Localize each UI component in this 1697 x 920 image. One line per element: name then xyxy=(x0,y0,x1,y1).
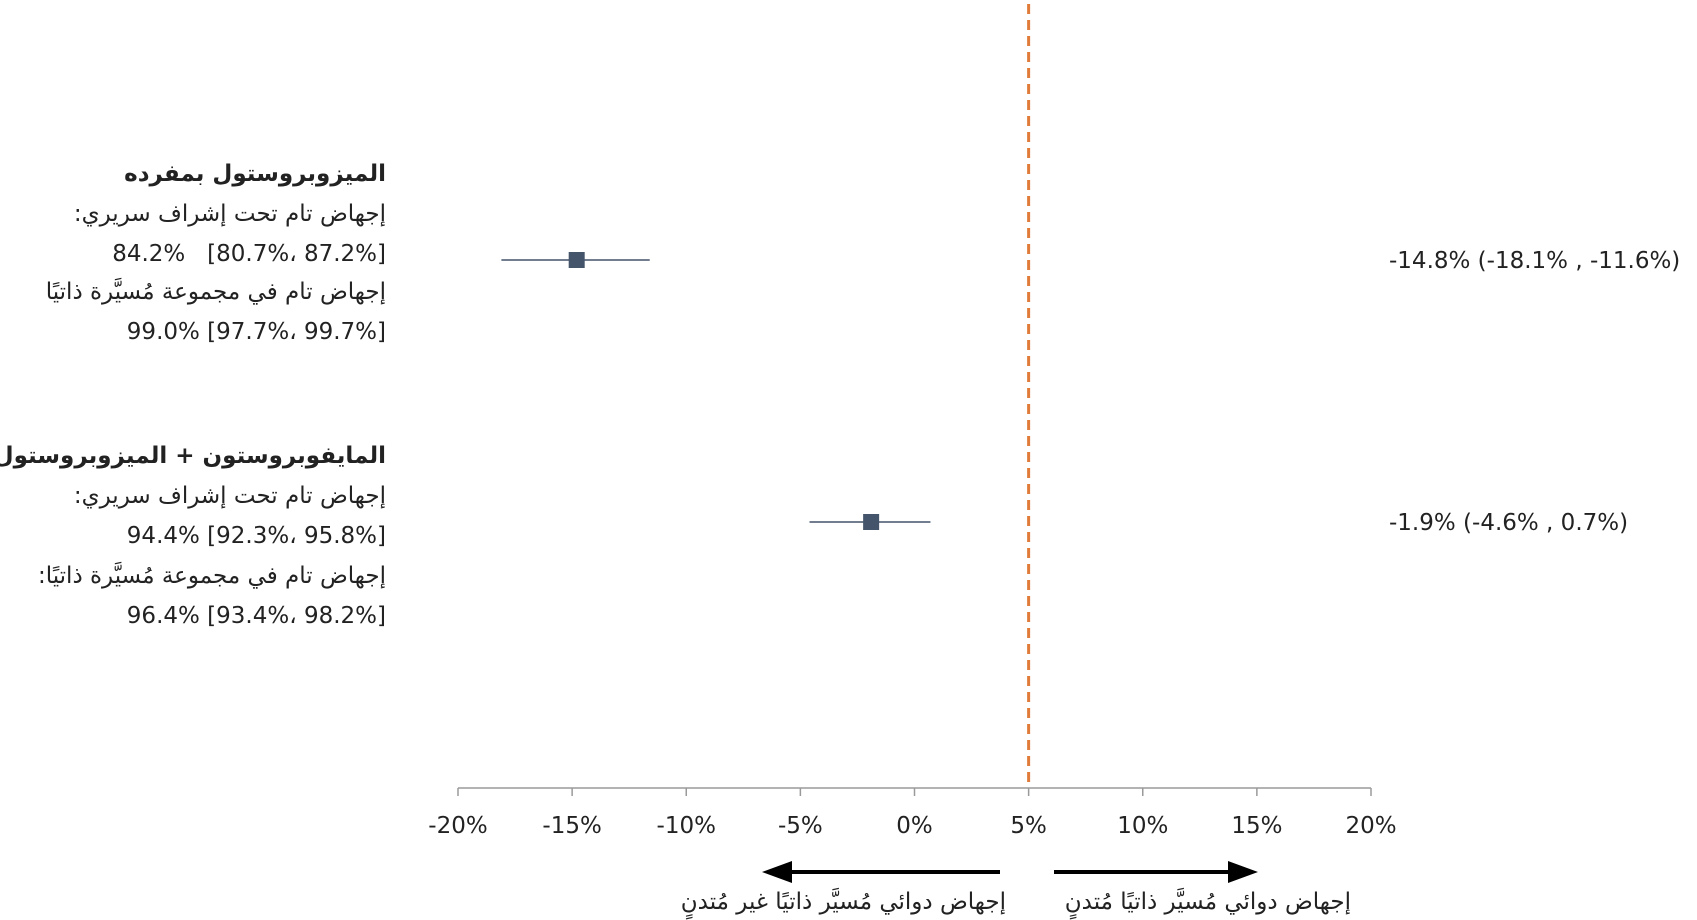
row-2-clinical-value: 94.4% [92.3%، 95.8%] xyxy=(126,523,386,549)
row-1-clinical-label: إجهاض تام تحت إشراف سريري: xyxy=(73,201,386,227)
x-tick-label: -15% xyxy=(542,813,601,839)
row-2-heading: المايفوبروستون + الميزوبروستول xyxy=(0,443,386,469)
x-tick-label: 5% xyxy=(1010,813,1047,839)
row-2-ci-text: -1.9% (-4.6% , 0.7%) xyxy=(1389,510,1629,536)
x-tick-label: -20% xyxy=(428,813,487,839)
right-arrow-head xyxy=(1228,861,1258,883)
row-2-self-managed-value: 96.4% [93.4%، 98.2%] xyxy=(126,603,386,629)
x-tick-label: 20% xyxy=(1345,813,1396,839)
x-tick-label: 0% xyxy=(896,813,933,839)
arrow-left-label: إجهاض دوائي مُسيَّر ذاتيًا غير مُتدنٍ xyxy=(680,889,1006,915)
direction-arrows xyxy=(762,861,1258,883)
estimate-marker xyxy=(863,514,880,530)
row-1-self-managed-label: إجهاض تام في مجموعة مُسيَّرة ذاتيًا xyxy=(45,279,386,305)
row-2-self-managed-label: إجهاض تام في مجموعة مُسيَّرة ذاتيًا: xyxy=(37,563,386,589)
x-tick-label: 15% xyxy=(1231,813,1282,839)
estimate-marker xyxy=(568,252,585,268)
left-arrow-head xyxy=(762,861,792,883)
x-tick-label: -5% xyxy=(778,813,823,839)
row-1-clinical-value: 84.2% [80.7%، 87.2%] xyxy=(112,241,386,267)
x-tick-label: -10% xyxy=(657,813,716,839)
x-tick-label: 10% xyxy=(1117,813,1168,839)
row-1-ci-text: -14.8% (-18.1% , -11.6%) xyxy=(1389,248,1681,274)
x-axis: -20% -15% -10% -5% 0% 5% 10% 15% 20% xyxy=(428,787,1397,839)
row-1-heading: الميزوبروستول بمفرده xyxy=(124,161,386,187)
row-2-clinical-label: إجهاض تام تحت إشراف سريري: xyxy=(73,483,386,509)
arrow-right-label: إجهاض دوائي مُسيَّر ذاتيًا مُتدنٍ xyxy=(1064,889,1351,915)
row-1-self-managed-value: 99.0% [97.7%، 99.7%] xyxy=(126,319,386,345)
estimates-group xyxy=(501,252,931,530)
